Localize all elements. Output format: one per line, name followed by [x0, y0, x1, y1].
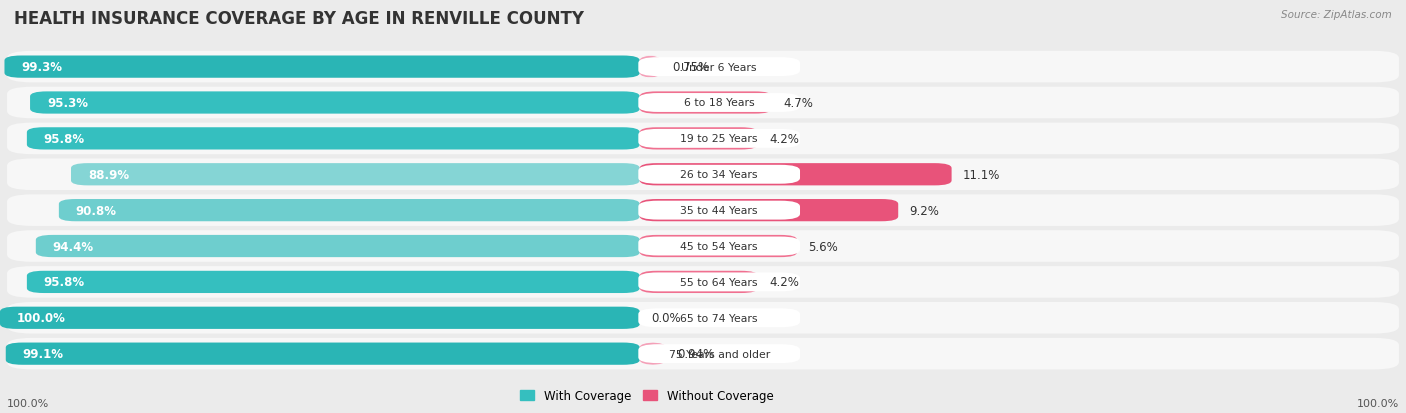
Text: 11.1%: 11.1% [963, 169, 1000, 181]
FancyBboxPatch shape [7, 88, 1399, 119]
FancyBboxPatch shape [640, 199, 898, 222]
Legend: With Coverage, Without Coverage: With Coverage, Without Coverage [516, 385, 778, 407]
Text: 95.3%: 95.3% [46, 97, 89, 110]
FancyBboxPatch shape [638, 165, 800, 184]
FancyBboxPatch shape [640, 343, 666, 365]
FancyBboxPatch shape [4, 56, 640, 78]
Text: 99.1%: 99.1% [22, 347, 63, 360]
Text: 0.94%: 0.94% [678, 347, 714, 360]
FancyBboxPatch shape [35, 235, 640, 258]
FancyBboxPatch shape [640, 235, 797, 258]
Text: 9.2%: 9.2% [910, 204, 939, 217]
Text: 65 to 74 Years: 65 to 74 Years [681, 313, 758, 323]
Text: 6 to 18 Years: 6 to 18 Years [683, 98, 755, 108]
Text: 19 to 25 Years: 19 to 25 Years [681, 134, 758, 144]
Text: Source: ZipAtlas.com: Source: ZipAtlas.com [1281, 10, 1392, 20]
FancyBboxPatch shape [6, 343, 640, 365]
FancyBboxPatch shape [638, 130, 800, 149]
FancyBboxPatch shape [7, 123, 1399, 155]
Text: 0.0%: 0.0% [651, 311, 681, 325]
FancyBboxPatch shape [7, 338, 1399, 370]
Text: 100.0%: 100.0% [7, 398, 49, 408]
Text: 75 Years and older: 75 Years and older [668, 349, 770, 359]
Text: 55 to 64 Years: 55 to 64 Years [681, 277, 758, 287]
FancyBboxPatch shape [640, 128, 758, 150]
Text: 94.4%: 94.4% [52, 240, 94, 253]
FancyBboxPatch shape [638, 273, 800, 292]
Text: 90.8%: 90.8% [76, 204, 117, 217]
Text: Under 6 Years: Under 6 Years [682, 62, 756, 72]
FancyBboxPatch shape [30, 92, 640, 114]
Text: 95.8%: 95.8% [44, 276, 84, 289]
FancyBboxPatch shape [638, 58, 800, 77]
FancyBboxPatch shape [640, 56, 661, 78]
FancyBboxPatch shape [638, 201, 800, 220]
FancyBboxPatch shape [7, 231, 1399, 262]
FancyBboxPatch shape [27, 128, 640, 150]
FancyBboxPatch shape [640, 271, 758, 293]
Text: 99.3%: 99.3% [21, 61, 62, 74]
FancyBboxPatch shape [638, 309, 800, 328]
FancyBboxPatch shape [7, 52, 1399, 83]
FancyBboxPatch shape [638, 344, 800, 363]
Text: 88.9%: 88.9% [89, 169, 129, 181]
Text: 5.6%: 5.6% [808, 240, 838, 253]
FancyBboxPatch shape [0, 307, 640, 329]
FancyBboxPatch shape [638, 237, 800, 256]
FancyBboxPatch shape [640, 92, 772, 114]
FancyBboxPatch shape [72, 164, 640, 186]
FancyBboxPatch shape [7, 159, 1399, 190]
Text: 100.0%: 100.0% [1357, 398, 1399, 408]
Text: 4.2%: 4.2% [769, 133, 799, 145]
Text: 100.0%: 100.0% [17, 311, 66, 325]
Text: 0.75%: 0.75% [672, 61, 709, 74]
FancyBboxPatch shape [640, 164, 952, 186]
Text: HEALTH INSURANCE COVERAGE BY AGE IN RENVILLE COUNTY: HEALTH INSURANCE COVERAGE BY AGE IN RENV… [14, 10, 583, 28]
Text: 35 to 44 Years: 35 to 44 Years [681, 206, 758, 216]
FancyBboxPatch shape [638, 94, 800, 113]
Text: 26 to 34 Years: 26 to 34 Years [681, 170, 758, 180]
FancyBboxPatch shape [7, 195, 1399, 226]
Text: 4.2%: 4.2% [769, 276, 799, 289]
FancyBboxPatch shape [7, 302, 1399, 334]
Text: 45 to 54 Years: 45 to 54 Years [681, 242, 758, 252]
FancyBboxPatch shape [7, 266, 1399, 298]
FancyBboxPatch shape [27, 271, 640, 293]
Text: 95.8%: 95.8% [44, 133, 84, 145]
FancyBboxPatch shape [59, 199, 640, 222]
Text: 4.7%: 4.7% [783, 97, 813, 110]
